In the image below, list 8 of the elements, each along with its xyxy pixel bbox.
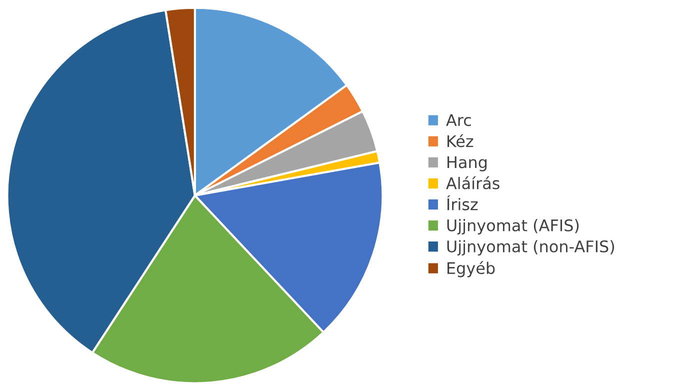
legend-label: Írisz [447, 195, 478, 210]
legend-label: Ujjnyomat (non-AFIS) [447, 240, 614, 256]
legend-label: Arc [446, 114, 471, 126]
legend-label: Aláírás [446, 176, 500, 190]
legend-label: Egyéb [448, 261, 495, 278]
legend-label: Kéz [448, 134, 474, 148]
legend-label: Ujjnyomat (AFIS) [447, 219, 579, 234]
legend-label: Hang [448, 156, 487, 172]
